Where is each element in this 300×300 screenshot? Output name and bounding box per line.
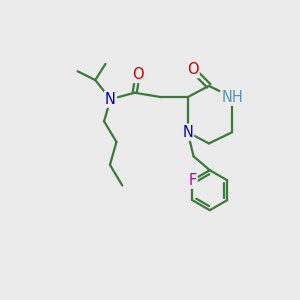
Text: N: N bbox=[105, 92, 116, 107]
Text: F: F bbox=[188, 173, 196, 188]
Text: NH: NH bbox=[221, 90, 243, 105]
Text: O: O bbox=[187, 62, 199, 77]
Text: O: O bbox=[132, 67, 143, 82]
Text: N: N bbox=[182, 125, 193, 140]
